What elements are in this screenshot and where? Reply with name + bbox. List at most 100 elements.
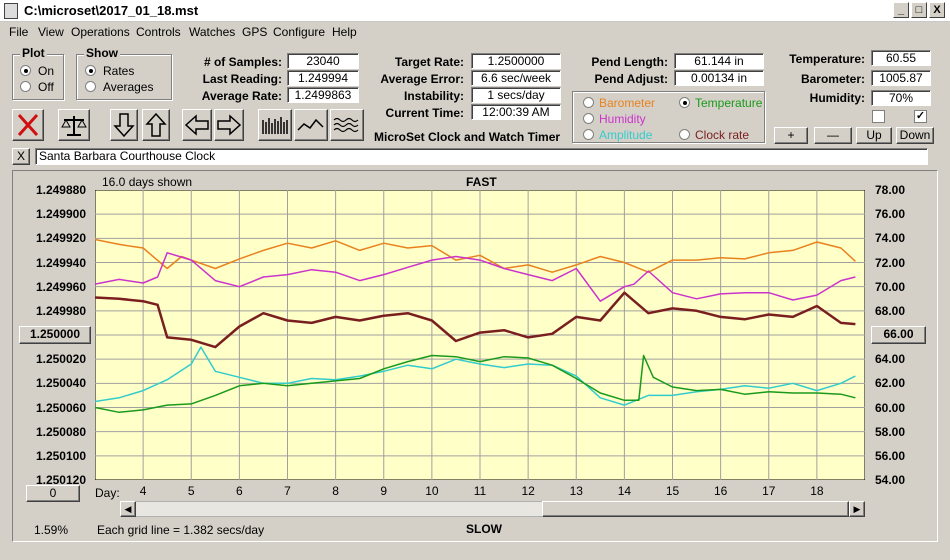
temperature-option-label: Temperature xyxy=(695,96,763,110)
pend-length-field: 61.144 in xyxy=(674,53,764,69)
show-averages-radio[interactable] xyxy=(85,81,96,92)
series-temperature xyxy=(95,354,856,414)
left-axis-labels: 1.249880 1.249900 1.249920 1.249940 1.249960… xyxy=(14,0,94,560)
average-rate-field: 1.2499863 xyxy=(287,87,359,103)
bar-view-button[interactable] xyxy=(258,109,292,141)
instability-field: 1 secs/day xyxy=(471,87,561,103)
fast-label: FAST xyxy=(466,175,497,189)
scrollbar-track[interactable] xyxy=(137,502,542,516)
temperature-label: Temperature: xyxy=(789,52,865,66)
app-name-label: MicroSet Clock and Watch Timer xyxy=(374,130,561,144)
temp-reference-button[interactable]: 66.00 xyxy=(871,326,926,344)
temperature-radio[interactable] xyxy=(679,97,690,108)
samples-field: 23040 xyxy=(287,53,359,69)
average-error-label: Average Error: xyxy=(380,72,464,86)
current-time-field: 12:00:39 AM xyxy=(471,104,561,120)
arrow-up-icon xyxy=(145,112,167,137)
day-label: Day: xyxy=(95,486,120,500)
barometer-field: 1005.87 xyxy=(871,70,931,86)
instability-label: Instability: xyxy=(403,89,464,103)
show-averages-label: Averages xyxy=(103,80,154,94)
app-icon xyxy=(4,3,18,19)
target-rate-label: Target Rate: xyxy=(394,55,464,69)
arrow-down-icon xyxy=(113,113,135,138)
right-axis-tick: 60.00 xyxy=(875,400,906,415)
scroll-left-arrow[interactable]: ◀ xyxy=(120,501,136,517)
barometer-label: Barometer: xyxy=(800,72,865,86)
down-button[interactable]: Down xyxy=(896,127,934,144)
menu-watches[interactable]: Watches xyxy=(189,25,236,39)
target-rate-field[interactable]: 1.2500000 xyxy=(471,53,561,69)
menu-view[interactable]: View xyxy=(38,25,64,39)
menu-controls[interactable]: Controls xyxy=(136,25,181,39)
option-checkbox-1[interactable] xyxy=(872,110,885,123)
average-rate-label: Average Rate: xyxy=(201,89,282,103)
menu-operations[interactable]: Operations xyxy=(71,25,130,39)
samples-label: # of Samples: xyxy=(203,55,282,69)
clock-name-field[interactable]: Santa Barbara Courthouse Clock xyxy=(35,148,928,165)
show-group-title: Show xyxy=(84,46,120,60)
humidity-radio[interactable] xyxy=(583,113,594,124)
series-humidity xyxy=(95,252,856,302)
humidity-label: Humidity: xyxy=(809,91,865,105)
clock-rate-radio[interactable] xyxy=(679,129,690,140)
pend-adjust-field: 0.00134 in xyxy=(674,70,764,86)
up-button[interactable]: Up xyxy=(856,127,892,144)
pend-length-label: Pend Length: xyxy=(591,55,668,69)
menu-help[interactable]: Help xyxy=(332,25,357,39)
average-error-field: 6.6 sec/week xyxy=(471,70,561,86)
scroll-left-button[interactable] xyxy=(182,109,212,141)
amplitude-option-label: Amplitude xyxy=(599,128,653,142)
minimize-button[interactable]: _ xyxy=(893,2,909,18)
show-rates-label: Rates xyxy=(103,64,135,78)
zero-button[interactable]: 0 xyxy=(26,485,80,502)
balance-button[interactable] xyxy=(58,109,90,141)
menu-configure[interactable]: Configure xyxy=(273,25,326,39)
left-axis-tick: 1.249880 xyxy=(35,183,86,197)
scroll-right-arrow[interactable]: ▶ xyxy=(849,501,865,517)
right-axis-tick: 56.00 xyxy=(875,448,906,463)
right-axis-tick: 78.00 xyxy=(875,183,906,197)
right-axis-tick: 74.00 xyxy=(875,231,906,246)
rate-reference-button[interactable]: 1.250000 xyxy=(19,326,91,344)
left-axis-tick: 1.249940 xyxy=(35,255,86,270)
left-axis-tick: 1.249920 xyxy=(35,231,86,246)
scroll-up-button[interactable] xyxy=(142,109,170,141)
line-view-button[interactable] xyxy=(294,109,328,141)
stop-button[interactable] xyxy=(12,109,44,141)
days-shown-label: 16.0 days shown xyxy=(102,175,193,189)
plot-off-radio[interactable] xyxy=(20,81,31,92)
clear-name-button[interactable]: X xyxy=(12,148,30,165)
scroll-right-button[interactable] xyxy=(214,109,244,141)
maximize-button[interactable]: □ xyxy=(911,2,927,18)
option-checkbox-2[interactable]: ✓ xyxy=(914,110,927,123)
plot-group-title: Plot xyxy=(20,46,47,60)
balance-scale-icon xyxy=(61,116,87,136)
right-axis-tick: 54.00 xyxy=(875,473,906,487)
left-axis-tick: 1.249900 xyxy=(35,207,86,222)
show-rates-radio[interactable] xyxy=(85,65,96,76)
menu-file[interactable]: File xyxy=(9,25,29,39)
close-button[interactable]: X xyxy=(929,2,945,18)
left-axis-tick: 1.250040 xyxy=(35,376,86,391)
scroll-down-button[interactable] xyxy=(110,109,138,141)
left-axis-tick: 1.249980 xyxy=(35,303,86,318)
window-title: C:\microset\2017_01_18.mst xyxy=(24,3,199,18)
right-axis-tick: 72.00 xyxy=(875,255,906,270)
clock-rate-option-label: Clock rate xyxy=(695,128,750,142)
series-amplitude xyxy=(95,346,856,406)
plot-on-radio[interactable] xyxy=(20,65,31,76)
left-axis-tick: 1.250100 xyxy=(35,448,86,463)
wave-view-button[interactable] xyxy=(330,109,364,141)
decrease-button[interactable]: — xyxy=(814,127,852,144)
current-time-label: Current Time: xyxy=(385,106,464,120)
menu-gps[interactable]: GPS xyxy=(242,25,268,39)
right-axis-tick: 68.00 xyxy=(875,303,906,318)
right-axis-tick: 64.00 xyxy=(875,352,906,367)
arrow-left-icon xyxy=(184,114,209,136)
increase-button[interactable]: + xyxy=(774,127,808,144)
scrollbar-thumb[interactable] xyxy=(542,501,849,517)
amplitude-radio[interactable] xyxy=(583,129,594,140)
arrow-right-icon xyxy=(217,114,242,136)
barometer-radio[interactable] xyxy=(583,97,594,108)
